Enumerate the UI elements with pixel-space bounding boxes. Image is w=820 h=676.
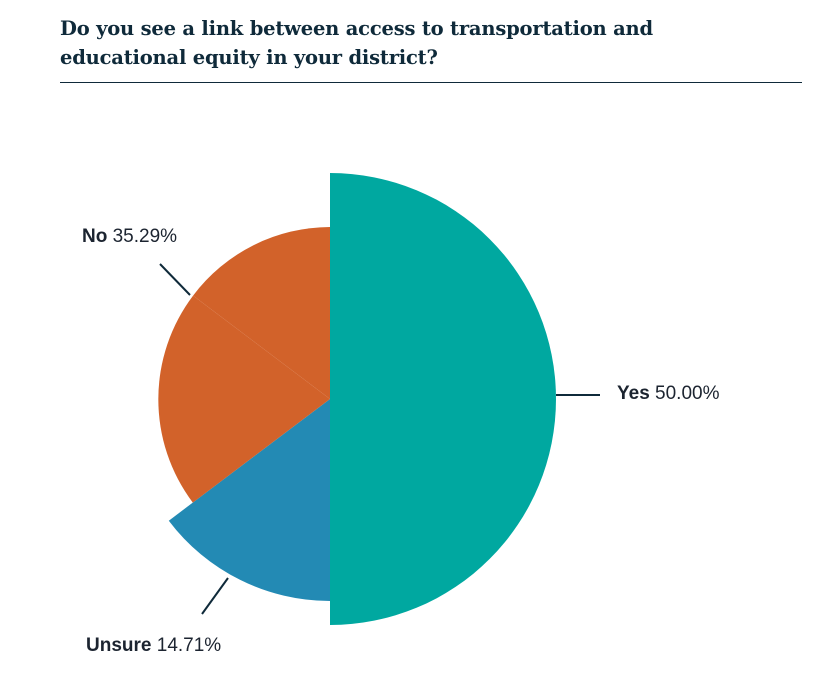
label-unsure-name: Unsure xyxy=(86,635,152,656)
slice-yes xyxy=(330,173,556,625)
slice-no xyxy=(193,227,330,399)
chart-title: Do you see a link between access to tran… xyxy=(60,17,653,69)
label-no-value: 35.29% xyxy=(112,226,178,247)
slice-no-lower xyxy=(158,295,330,503)
leader-line-no xyxy=(159,263,191,296)
slice-unsure xyxy=(168,399,330,601)
label-yes-value: 50.00% xyxy=(655,383,720,404)
label-unsure: Unsure 14.71% xyxy=(86,635,221,657)
title-divider xyxy=(60,82,802,83)
label-no-name: No xyxy=(82,226,108,247)
label-yes: Yes 50.00% xyxy=(617,383,720,405)
label-yes-name: Yes xyxy=(617,383,650,404)
leader-line-unsure xyxy=(201,577,229,615)
label-unsure-value: 14.71% xyxy=(156,635,222,656)
label-no: No 35.29% xyxy=(82,226,177,248)
